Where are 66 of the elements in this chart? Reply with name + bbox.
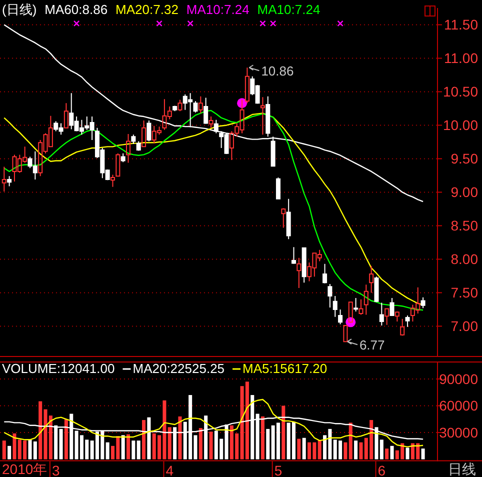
- legend-label: MA20:22525.25: [132, 361, 225, 376]
- text: MA60:8.86: [44, 2, 108, 17]
- bar: [302, 438, 306, 460]
- bar: [348, 422, 352, 460]
- annotation: 6.77: [359, 338, 385, 353]
- point: [156, 20, 162, 27]
- bar: [121, 435, 125, 460]
- y-tick-label: 7.50: [450, 284, 478, 301]
- y-tick-label: 11.50: [444, 16, 478, 33]
- bar: [390, 446, 394, 460]
- text: MA20:7.32: [116, 2, 178, 17]
- chart-title: (日线): [2, 2, 37, 17]
- bar: [406, 448, 410, 460]
- y-tick-label: 11.00: [444, 50, 478, 66]
- text: MA10:7.24: [257, 2, 320, 17]
- line-series: [4, 24, 424, 202]
- point: [270, 20, 276, 27]
- point: [260, 20, 266, 27]
- bar: [297, 438, 301, 460]
- bar: [359, 442, 363, 460]
- bar: [282, 406, 286, 460]
- legend-label: MA5:15617.20: [242, 361, 328, 376]
- text: 日线: [448, 461, 476, 477]
- bar: [318, 440, 322, 460]
- point: [337, 20, 344, 27]
- bar: [126, 434, 130, 460]
- annotation: 10.86: [261, 64, 294, 79]
- bar: [354, 440, 358, 460]
- y-tick-label: 90000: [439, 370, 478, 387]
- line-series: [4, 398, 424, 448]
- bar: [385, 448, 389, 460]
- bar: [344, 442, 348, 460]
- bar: [64, 419, 68, 460]
- bar: [198, 428, 202, 460]
- point: [187, 20, 194, 27]
- bar: [2, 440, 6, 460]
- bar: [136, 440, 140, 460]
- bar: [38, 401, 42, 460]
- bar: [209, 432, 213, 460]
- bar: [12, 433, 16, 460]
- text: 2010年: [2, 461, 48, 477]
- bar: [266, 428, 270, 460]
- bar: [142, 420, 146, 460]
- y-tick-label: 60000: [439, 398, 478, 414]
- text: MA10:7.24: [186, 2, 250, 17]
- bar: [132, 440, 136, 460]
- bar: [178, 416, 182, 460]
- x-tick-label: 3: [52, 462, 60, 477]
- y-tick-label: 30000: [439, 424, 478, 441]
- y-tick-label: 9.50: [450, 150, 478, 167]
- y-tick-label: 10.00: [442, 117, 478, 134]
- x-tick-label: 4: [166, 462, 174, 477]
- y-tick-label: 8.00: [450, 251, 478, 268]
- x-tick-label: 6: [378, 462, 386, 477]
- bar: [168, 427, 172, 460]
- y-tick-label: 8.50: [450, 218, 478, 234]
- text: VOLUME:12041.00: [2, 361, 115, 376]
- y-tick-label: 7.00: [450, 318, 478, 334]
- y-tick-label: 9.00: [450, 184, 478, 200]
- point: [73, 20, 80, 27]
- y-tick-label: 10.50: [442, 84, 478, 100]
- x-tick-label: 5: [274, 462, 282, 477]
- bar: [8, 446, 12, 460]
- bar: [260, 416, 264, 460]
- bar: [421, 448, 425, 460]
- bar: [106, 442, 110, 460]
